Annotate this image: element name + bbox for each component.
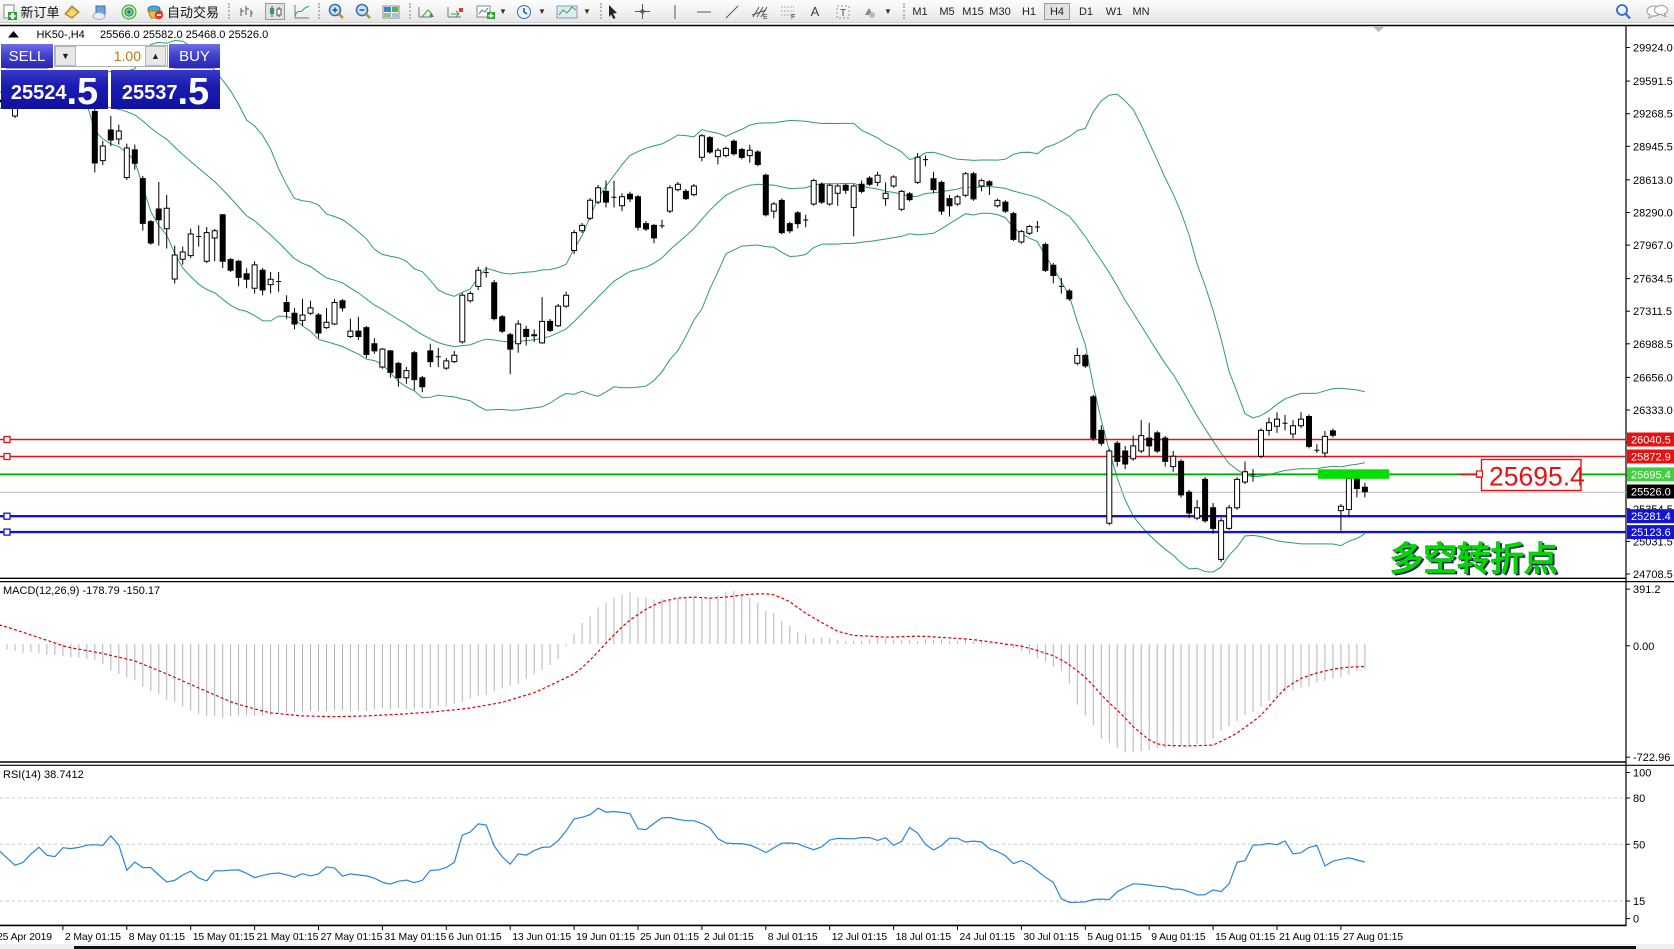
svg-text:50: 50 — [1633, 839, 1645, 851]
svg-text:27 Aug 01:15: 27 Aug 01:15 — [1343, 932, 1403, 943]
svg-text:80: 80 — [1633, 793, 1645, 805]
svg-text:0: 0 — [1633, 914, 1639, 926]
svg-text:26040.5: 26040.5 — [1631, 435, 1671, 447]
svg-text:24 Jul 01:15: 24 Jul 01:15 — [960, 932, 1016, 943]
svg-text:29591.5: 29591.5 — [1633, 76, 1673, 88]
svg-text:多空转折点: 多空转折点 — [1390, 542, 1558, 579]
svg-text:31 May 01:15: 31 May 01:15 — [384, 932, 446, 943]
svg-text:15 Aug 01:15: 15 Aug 01:15 — [1215, 932, 1275, 943]
svg-text:26333.0: 26333.0 — [1633, 405, 1673, 417]
svg-text:25695.4: 25695.4 — [1489, 462, 1585, 492]
svg-text:30 Jul 01:15: 30 Jul 01:15 — [1023, 932, 1079, 943]
svg-text:2 Jul 01:15: 2 Jul 01:15 — [704, 932, 754, 943]
svg-text:RSI(14) 38.7412: RSI(14) 38.7412 — [3, 769, 84, 781]
svg-text:391.2: 391.2 — [1633, 584, 1661, 596]
svg-text:28290.0: 28290.0 — [1633, 208, 1673, 220]
svg-text:29924.0: 29924.0 — [1633, 43, 1673, 55]
svg-text:26988.5: 26988.5 — [1633, 339, 1673, 351]
svg-text:26656.0: 26656.0 — [1633, 372, 1673, 384]
svg-text:25 Jun 01:15: 25 Jun 01:15 — [640, 932, 699, 943]
svg-text:27311.5: 27311.5 — [1633, 306, 1672, 318]
svg-text:28613.0: 28613.0 — [1633, 175, 1673, 187]
svg-text:25566.0 25582.0 25468.0 25526.: 25566.0 25582.0 25468.0 25526.0 — [100, 29, 268, 41]
svg-text:6 Jun 01:15: 6 Jun 01:15 — [448, 932, 502, 943]
svg-text:2 May 01:15: 2 May 01:15 — [65, 932, 121, 943]
svg-text:29268.5: 29268.5 — [1633, 109, 1673, 121]
svg-text:21 May 01:15: 21 May 01:15 — [257, 932, 319, 943]
svg-text:25 Apr 2019: 25 Apr 2019 — [0, 932, 52, 943]
svg-text:MACD(12,26,9) -178.79 -150.17: MACD(12,26,9) -178.79 -150.17 — [3, 585, 160, 597]
svg-text:HK50-,H4: HK50-,H4 — [37, 29, 85, 41]
svg-text:9 Aug 01:15: 9 Aug 01:15 — [1151, 932, 1206, 943]
svg-text:15: 15 — [1633, 896, 1645, 908]
svg-text:24708.5: 24708.5 — [1633, 569, 1673, 581]
svg-text:21 Aug 01:15: 21 Aug 01:15 — [1279, 932, 1339, 943]
svg-text:25281.4: 25281.4 — [1631, 511, 1671, 523]
svg-text:12 Jul 01:15: 12 Jul 01:15 — [832, 932, 888, 943]
svg-text:0.00: 0.00 — [1633, 641, 1654, 653]
svg-text:15 May 01:15: 15 May 01:15 — [193, 932, 255, 943]
svg-text:13 Jun 01:15: 13 Jun 01:15 — [512, 932, 571, 943]
svg-text:27 May 01:15: 27 May 01:15 — [321, 932, 383, 943]
svg-text:28945.5: 28945.5 — [1633, 141, 1673, 153]
svg-text:100: 100 — [1633, 768, 1651, 780]
svg-text:27967.0: 27967.0 — [1633, 240, 1673, 252]
svg-text:25526.0: 25526.0 — [1631, 487, 1671, 499]
svg-text:-722.96: -722.96 — [1633, 752, 1670, 764]
svg-text:E: E — [763, 14, 768, 20]
svg-text:25695.4: 25695.4 — [1631, 469, 1671, 481]
svg-text:19 Jun 01:15: 19 Jun 01:15 — [576, 932, 635, 943]
svg-text:25031.5: 25031.5 — [1633, 536, 1673, 548]
svg-text:8 May 01:15: 8 May 01:15 — [129, 932, 185, 943]
svg-text:T: T — [840, 8, 846, 19]
svg-text:多空转折点: 多空转折点 — [1392, 543, 1560, 580]
svg-text:18 Jul 01:15: 18 Jul 01:15 — [896, 932, 952, 943]
svg-text:F: F — [791, 14, 795, 20]
svg-text:27634.5: 27634.5 — [1633, 274, 1673, 286]
svg-text:8 Jul 01:15: 8 Jul 01:15 — [768, 932, 818, 943]
svg-text:5 Aug 01:15: 5 Aug 01:15 — [1087, 932, 1142, 943]
svg-text:25872.9: 25872.9 — [1631, 452, 1671, 464]
svg-text:25123.6: 25123.6 — [1631, 527, 1671, 539]
